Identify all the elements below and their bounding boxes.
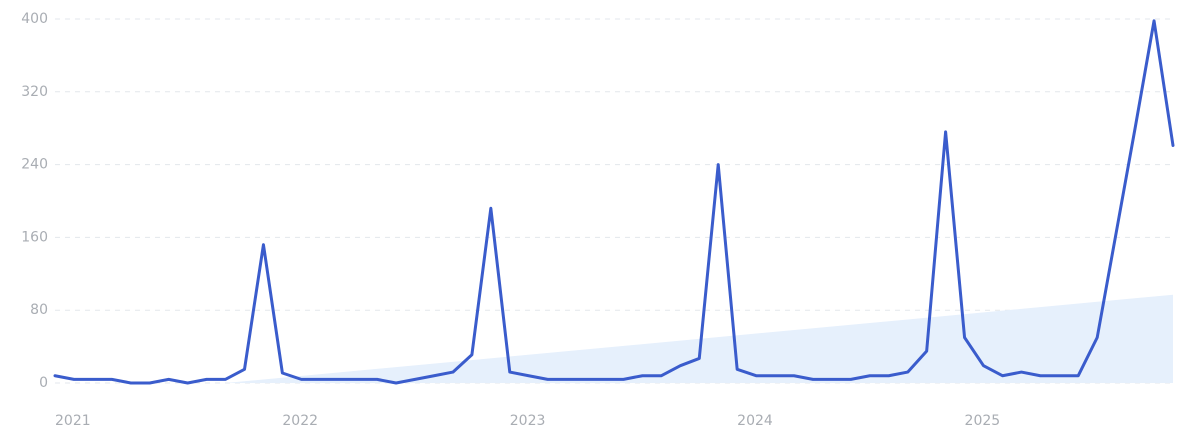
x-tick-label: 2023: [510, 413, 546, 429]
x-tick-label: 2024: [737, 413, 773, 429]
y-tick-label: 400: [21, 11, 48, 27]
y-tick-label: 80: [30, 302, 48, 318]
line-series: [53, 19, 1175, 385]
trend-area: [225, 294, 1174, 383]
x-tick-label: 2022: [282, 413, 318, 429]
y-tick-label: 320: [21, 84, 48, 100]
x-tick-label: 2021: [55, 413, 91, 429]
y-tick-label: 240: [21, 157, 48, 173]
y-tick-label: 160: [21, 229, 48, 245]
y-tick-label: 0: [39, 375, 48, 391]
x-tick-label: 2025: [965, 413, 1001, 429]
